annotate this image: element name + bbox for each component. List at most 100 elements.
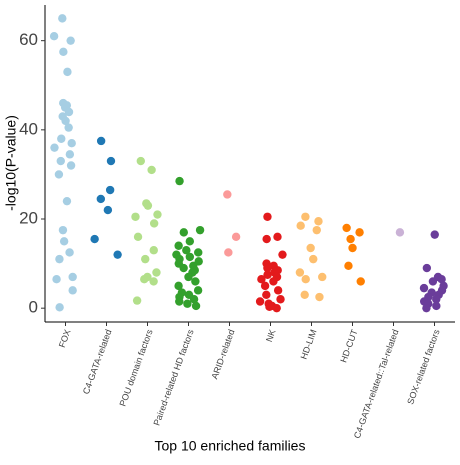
point (64, 123, 73, 132)
y-tick-label: 40 (19, 119, 38, 138)
point (255, 297, 265, 306)
point (149, 219, 159, 228)
point (65, 150, 75, 159)
point (105, 185, 115, 195)
point (193, 286, 203, 295)
point (422, 263, 432, 273)
point (106, 156, 116, 166)
point (263, 212, 272, 221)
point (432, 295, 441, 304)
point (136, 156, 145, 166)
point (306, 243, 315, 253)
point (223, 190, 232, 199)
point (63, 67, 72, 77)
point (296, 221, 305, 230)
point (189, 295, 199, 304)
point (263, 263, 272, 273)
point (419, 283, 429, 293)
point (183, 299, 192, 308)
point (59, 47, 68, 57)
point (66, 161, 76, 170)
y-axis-label: -log10(P-value) (3, 115, 19, 211)
point (133, 232, 143, 242)
point (342, 223, 351, 233)
point (174, 281, 183, 291)
point (300, 290, 309, 300)
point (141, 254, 150, 264)
y-tick-label: 60 (19, 30, 38, 49)
point (262, 234, 271, 244)
point (428, 277, 438, 286)
point (90, 234, 99, 244)
point (149, 246, 158, 255)
point (356, 277, 365, 286)
x-tick-label: FOX (57, 328, 73, 349)
point (262, 290, 271, 300)
point (175, 297, 184, 306)
y-tick-label: 20 (19, 208, 38, 227)
point (301, 212, 310, 221)
point (132, 296, 142, 305)
point (174, 241, 183, 250)
point (191, 301, 201, 311)
point (224, 248, 233, 257)
point (153, 210, 162, 219)
point (58, 14, 67, 23)
point (260, 281, 270, 291)
point (64, 107, 74, 117)
x-tick-label: POU domain factors (117, 328, 154, 408)
point (263, 270, 272, 279)
point (58, 225, 68, 235)
point (65, 248, 74, 257)
point (96, 136, 106, 146)
point (432, 301, 441, 311)
point (61, 116, 70, 126)
point (113, 250, 122, 259)
point (430, 230, 439, 239)
x-tick-label: ARID-related (209, 328, 236, 380)
point (66, 36, 75, 45)
point (312, 225, 321, 235)
point (194, 248, 203, 257)
point (314, 217, 323, 226)
x-tick-label: NK (264, 328, 278, 343)
y-tick-label: 0 (29, 298, 38, 317)
point (309, 254, 318, 264)
point (348, 243, 357, 253)
point (231, 232, 241, 242)
point (185, 237, 195, 246)
point (355, 228, 364, 237)
point (395, 228, 405, 237)
point (184, 272, 193, 282)
point (191, 277, 200, 286)
point (301, 274, 310, 284)
x-tick-label: C4-GATA-related::Tal-related (352, 328, 401, 440)
x-tick-label: HD-CUT (338, 328, 359, 364)
point (273, 286, 283, 295)
point (179, 228, 188, 237)
x-tick-label: HD-LIM (299, 328, 319, 361)
point (54, 170, 64, 179)
point (103, 205, 113, 215)
point (149, 277, 158, 286)
point (52, 274, 61, 284)
point (147, 165, 156, 175)
point (185, 252, 195, 262)
point (50, 143, 59, 152)
point (278, 250, 287, 259)
point (96, 194, 106, 204)
point (269, 277, 278, 286)
point (152, 268, 161, 277)
point (175, 176, 184, 186)
point (315, 292, 324, 302)
point (295, 268, 305, 277)
point (318, 272, 327, 282)
point (55, 254, 64, 264)
point (179, 263, 188, 273)
point (265, 302, 274, 312)
point (344, 261, 353, 271)
point (56, 156, 65, 166)
point (346, 234, 355, 244)
point (272, 303, 281, 313)
